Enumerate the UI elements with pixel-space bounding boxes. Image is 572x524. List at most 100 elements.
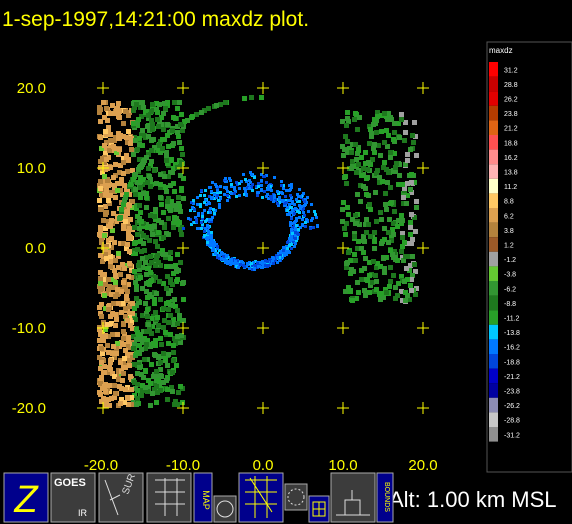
circle-button[interactable] [213,495,237,523]
echo-pixel [132,269,137,274]
cross-mark [177,162,189,174]
echo-pixel [175,277,180,282]
echo-pixel [98,228,103,233]
map-button[interactable] [193,472,213,523]
cross-section-button[interactable] [238,472,284,523]
echo-pixel [130,316,135,321]
echo-pixel [126,339,131,344]
echo-pixel [408,225,413,230]
echo-pixel [138,332,143,337]
echo-pixel [293,224,296,227]
echo-pixel [157,102,162,107]
echo-pixel [143,385,148,390]
echo-pixel [160,146,165,151]
echo-pixel [134,351,139,356]
echo-pixel [138,192,143,197]
sphere-button[interactable] [284,483,308,511]
echo-pixel [127,192,132,197]
y-axis-label: -20.0 [12,400,46,417]
color-swatch [489,427,498,442]
echo-pixel [150,232,155,237]
echo-pixel [158,195,163,200]
echo-pixel [286,249,289,252]
echo-pixel [97,355,102,360]
echo-pixel [242,96,247,101]
echo-pixel [161,235,166,240]
echo-pixel [129,352,134,357]
echo-pixel [103,277,108,282]
echo-pixel [99,286,104,291]
echo-pixel [161,210,166,215]
echo-pixel [266,260,269,263]
echo-pixel [108,264,113,269]
echo-pixel [129,268,134,273]
echo-pixel [148,403,153,408]
echo-pixel [163,255,168,260]
echo-pixel [201,212,204,215]
echo-pixel [225,180,228,183]
goes-button[interactable] [50,472,96,523]
skewt-button[interactable] [330,472,376,523]
colorbar-level: -21.2 [504,374,520,381]
echo-pixel [168,303,173,308]
sur-button[interactable] [98,472,144,523]
echo-pixel [121,226,126,231]
echo-pixel [273,197,276,200]
echo-pixel [405,241,410,246]
echo-pixel [158,172,163,177]
echo-pixel [144,205,149,210]
echo-pixel [408,232,413,237]
echo-pixel [253,176,256,179]
echo-pixel [352,252,357,257]
echo-pixel [407,268,412,273]
echo-pixel [177,220,182,225]
echo-pixel [168,332,173,337]
echo-pixel [276,202,279,205]
z-button[interactable] [3,472,49,523]
echo-pixel [393,285,398,290]
echo-pixel [121,202,126,207]
echo-pixel [312,226,315,229]
echo-pixel [125,202,130,207]
echo-pixel [282,249,285,252]
echo-pixel [173,263,178,268]
echo-pixel [207,236,210,239]
colorbar-level: -13.8 [504,330,520,337]
echo-pixel [149,148,154,153]
echo-pixel [151,137,156,142]
echo-pixel [140,100,145,105]
echo-pixel [364,230,369,235]
echo-pixel [210,243,213,246]
echo-pixel [366,222,371,227]
echo-pixel [289,239,292,242]
echo-pixel [212,247,215,250]
echo-pixel [158,367,163,372]
echo-pixel [152,145,157,150]
echo-pixel [279,253,282,256]
echo-pixel [386,230,391,235]
echo-pixel [382,140,387,145]
echo-pixel [154,255,159,260]
echo-pixel [117,170,122,175]
echo-pixel [294,228,297,231]
bounds-button[interactable] [376,472,394,523]
echo-pixel [303,214,306,217]
echo-pixel [99,360,104,365]
echo-pixel [103,327,108,332]
echo-pixel [236,183,239,186]
echo-pixel [349,166,354,171]
echo-pixel [180,128,185,133]
echo-pixel [289,211,292,214]
echo-pixel [161,325,166,330]
echo-pixel [104,106,109,111]
grid-button[interactable] [146,472,192,523]
echo-pixel [108,165,113,170]
colorbar-level: -28.8 [504,418,520,425]
echo-pixel [126,113,131,118]
echo-pixel [412,120,417,125]
echo-pixel [200,189,203,192]
echo-pixel [373,190,378,195]
color-swatch [489,295,498,311]
echo-pixel [384,290,389,295]
